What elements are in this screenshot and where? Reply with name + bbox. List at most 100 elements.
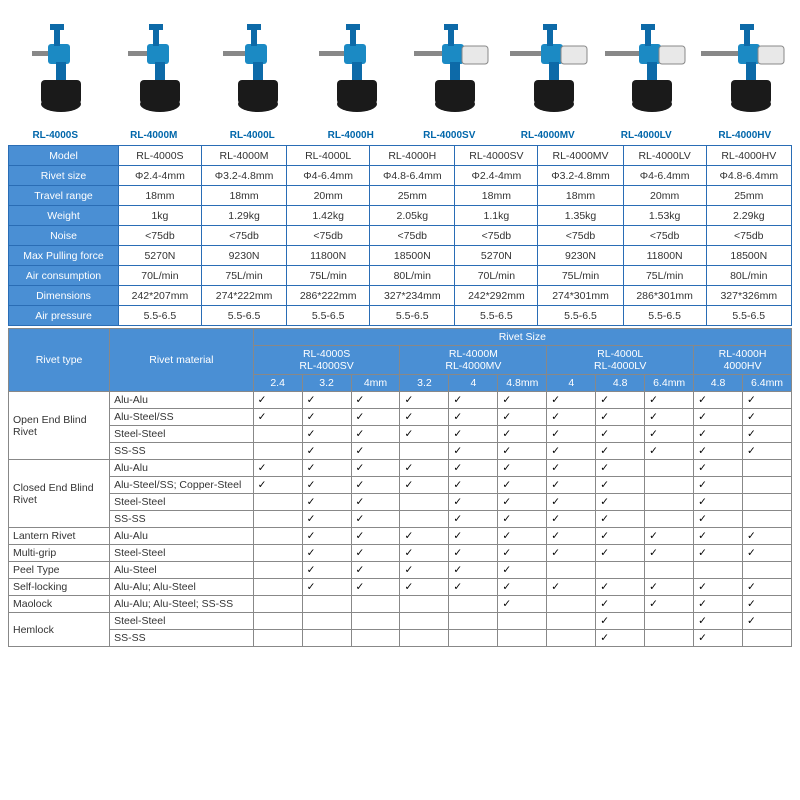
spec-row-header: Air consumption xyxy=(9,266,119,286)
check-cell: ✓ xyxy=(743,596,792,613)
spec-cell: <75db xyxy=(538,226,623,246)
check-cell: ✓ xyxy=(498,545,547,562)
product-label: RL-4000S xyxy=(8,130,103,141)
check-cell: ✓ xyxy=(449,562,498,579)
model-group-header: RL-4000SRL-4000SV xyxy=(253,346,400,375)
rivet-material-cell: Alu-Alu; Alu-Steel; SS-SS xyxy=(110,596,254,613)
spec-cell: 1.29kg xyxy=(201,206,286,226)
check-cell xyxy=(351,613,400,630)
check-cell xyxy=(253,596,302,613)
spec-cell: 327*234mm xyxy=(370,286,455,306)
check-cell xyxy=(645,460,694,477)
check-cell xyxy=(253,579,302,596)
spec-cell: 18500N xyxy=(370,246,455,266)
check-cell: ✓ xyxy=(351,392,400,409)
spec-cell: 5.5-6.5 xyxy=(201,306,286,326)
check-cell: ✓ xyxy=(743,579,792,596)
check-cell: ✓ xyxy=(498,392,547,409)
spec-cell: 75L/min xyxy=(623,266,706,286)
check-cell: ✓ xyxy=(498,494,547,511)
check-cell: ✓ xyxy=(449,460,498,477)
rivet-type-cell: Lantern Rivet xyxy=(9,528,110,545)
check-cell: ✓ xyxy=(547,545,596,562)
size-header: 4 xyxy=(449,375,498,392)
spec-cell: 5.5-6.5 xyxy=(370,306,455,326)
check-cell xyxy=(253,511,302,528)
spec-cell: 20mm xyxy=(623,186,706,206)
spec-cell: <75db xyxy=(623,226,706,246)
spec-cell: Φ4.8-6.4mm xyxy=(370,166,455,186)
check-cell: ✓ xyxy=(694,494,743,511)
rivet-size-header: Rivet Size xyxy=(253,329,791,346)
rivet-material-cell: Alu-Alu xyxy=(110,460,254,477)
spec-cell: RL-4000SV xyxy=(455,146,538,166)
product-RL-4000S: RL-4000S xyxy=(8,16,103,141)
check-cell: ✓ xyxy=(351,579,400,596)
check-cell: ✓ xyxy=(596,494,645,511)
rivet-material-header: Rivet material xyxy=(110,329,254,392)
check-cell: ✓ xyxy=(498,460,547,477)
size-header: 6.4mm xyxy=(743,375,792,392)
check-cell: ✓ xyxy=(498,511,547,528)
size-header: 2.4 xyxy=(253,375,302,392)
check-cell: ✓ xyxy=(547,392,596,409)
spec-cell: RL-4000M xyxy=(201,146,286,166)
spec-cell: <75db xyxy=(201,226,286,246)
rivet-material-cell: Alu-Steel/SS xyxy=(110,409,254,426)
spec-cell: RL-4000LV xyxy=(623,146,706,166)
check-cell: ✓ xyxy=(547,528,596,545)
check-cell: ✓ xyxy=(596,460,645,477)
spec-cell: 2.29kg xyxy=(706,206,791,226)
spec-cell: Φ2.4-4mm xyxy=(455,166,538,186)
spec-cell: 25mm xyxy=(370,186,455,206)
rivet-material-cell: Steel-Steel xyxy=(110,494,254,511)
product-RL-4000SV: RL-4000SV xyxy=(402,16,497,141)
check-cell: ✓ xyxy=(400,392,449,409)
check-cell: ✓ xyxy=(743,409,792,426)
check-cell: ✓ xyxy=(596,409,645,426)
spec-cell: 18mm xyxy=(119,186,202,206)
check-cell: ✓ xyxy=(302,409,351,426)
spec-cell: <75db xyxy=(370,226,455,246)
spec-cell: 5270N xyxy=(119,246,202,266)
check-cell: ✓ xyxy=(645,579,694,596)
product-RL-4000M: RL-4000M xyxy=(107,16,202,141)
spec-cell: 80L/min xyxy=(706,266,791,286)
check-cell: ✓ xyxy=(645,409,694,426)
check-cell: ✓ xyxy=(302,562,351,579)
spec-row-header: Rivet size xyxy=(9,166,119,186)
spec-cell: 5270N xyxy=(455,246,538,266)
check-cell: ✓ xyxy=(400,409,449,426)
check-cell: ✓ xyxy=(400,477,449,494)
product-RL-4000L: RL-4000L xyxy=(205,16,300,141)
spec-cell: 9230N xyxy=(201,246,286,266)
model-group-header: RL-4000LRL-4000LV xyxy=(547,346,694,375)
check-cell xyxy=(743,477,792,494)
check-cell: ✓ xyxy=(694,630,743,647)
product-label: RL-4000SV xyxy=(402,130,497,141)
size-header: 3.2 xyxy=(400,375,449,392)
check-cell xyxy=(498,613,547,630)
spec-cell: 286*222mm xyxy=(287,286,370,306)
check-cell xyxy=(351,630,400,647)
check-cell: ✓ xyxy=(547,426,596,443)
check-cell: ✓ xyxy=(302,426,351,443)
size-header: 4 xyxy=(547,375,596,392)
spec-cell: 18mm xyxy=(538,186,623,206)
rivet-type-cell: Hemlock xyxy=(9,613,110,647)
check-cell: ✓ xyxy=(694,409,743,426)
check-cell: ✓ xyxy=(596,426,645,443)
check-cell: ✓ xyxy=(253,477,302,494)
check-cell xyxy=(253,613,302,630)
check-cell xyxy=(498,630,547,647)
spec-cell: 20mm xyxy=(287,186,370,206)
spec-cell: 11800N xyxy=(287,246,370,266)
spec-cell: RL-4000S xyxy=(119,146,202,166)
tool-icon xyxy=(601,16,691,126)
product-label: RL-4000HV xyxy=(698,130,793,141)
spec-cell: 1.35kg xyxy=(538,206,623,226)
check-cell: ✓ xyxy=(449,477,498,494)
check-cell: ✓ xyxy=(351,494,400,511)
model-group-header: RL-4000MRL-4000MV xyxy=(400,346,547,375)
check-cell: ✓ xyxy=(645,528,694,545)
